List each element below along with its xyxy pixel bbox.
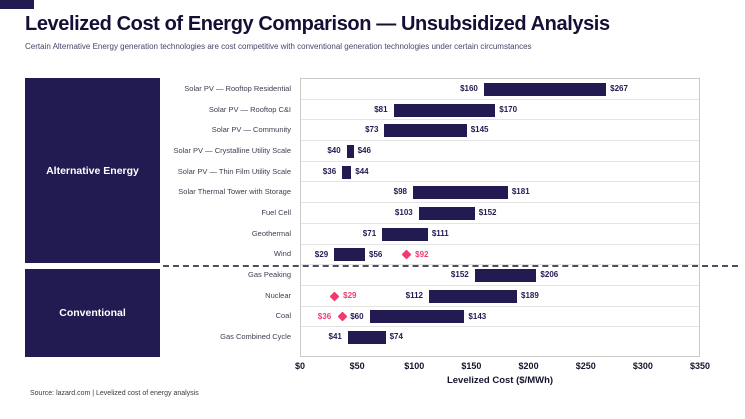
high-value-label: $152 (478, 208, 497, 218)
plot-row: $71 $111 (301, 224, 699, 245)
marker-value-label: $92 (415, 249, 429, 259)
category-label: Solar PV — Thin Film Utility Scale (177, 166, 291, 176)
category-label: Gas Peaking (248, 270, 291, 280)
low-value-label: $29 (314, 249, 329, 259)
low-value-label: $98 (393, 187, 407, 197)
low-value-label: $40 (327, 146, 341, 156)
top-left-accent-bar (0, 0, 34, 9)
plot-row: $152 $206 (301, 265, 699, 286)
range-bar[interactable] (474, 269, 537, 283)
range-bar[interactable] (369, 310, 465, 324)
low-value-label: $60 (350, 311, 364, 321)
range-bar[interactable] (413, 186, 508, 200)
high-value-label: $74 (389, 332, 403, 342)
x-tick-label: $150 (461, 361, 482, 371)
high-value-label: $170 (499, 104, 518, 114)
marker-value-label: $36 (317, 311, 332, 321)
plot-row: $98 $181 (301, 182, 699, 204)
range-bar[interactable] (418, 206, 475, 220)
group-box-alternative-energy: Alternative Energy (25, 78, 160, 263)
plot-row: $36 $44 (301, 162, 699, 183)
high-value-label: $189 (521, 290, 539, 300)
category-label: Fuel Cell (261, 207, 291, 217)
category-labels-column: Solar PV — Rooftop Residential Solar PV —… (160, 78, 297, 347)
page-title: Levelized Cost of Energy Comparison — Un… (25, 13, 610, 35)
plot-row: $73 $145 (301, 120, 699, 142)
high-value-label: $46 (357, 146, 371, 156)
category-label: Solar PV — Community (211, 125, 291, 135)
plot-row: $60 $143 $36 (301, 307, 699, 328)
group-box-conventional: Conventional (25, 269, 160, 357)
category-label: Gas Combined Cycle (220, 332, 291, 342)
plot-row: $41 $74 (301, 327, 699, 348)
category-label: Nuclear (265, 290, 291, 300)
x-tick-label: $250 (575, 361, 596, 371)
category-label: Geothermal (251, 228, 291, 238)
category-label: Wind (273, 249, 291, 259)
x-tick-label: $50 (349, 361, 365, 371)
x-tick-label: $200 (518, 361, 539, 371)
low-value-label: $103 (394, 208, 413, 218)
high-value-label: $145 (470, 125, 489, 135)
category-label: Solar Thermal Tower with Storage (178, 187, 291, 197)
x-axis-ticks: $0 $50 $100 $150 $200 $250 $300 $350 (295, 361, 710, 373)
low-value-label: $112 (405, 290, 423, 300)
marker-diamond-icon[interactable] (337, 312, 348, 322)
high-value-label: $111 (431, 228, 449, 238)
range-bar[interactable] (382, 227, 428, 241)
range-bar[interactable] (342, 165, 352, 179)
low-value-label: $160 (460, 84, 478, 93)
plot-row: $112 $189 $29 (301, 286, 699, 307)
source-note: Source: lazard.com | Levelized cost of e… (30, 390, 199, 397)
high-value-label: $181 (511, 187, 530, 197)
range-bar[interactable] (429, 289, 517, 303)
range-bar[interactable] (483, 82, 607, 96)
range-bar[interactable] (334, 248, 365, 262)
low-value-label: $41 (328, 332, 342, 342)
category-label: Solar PV — Crystalline Utility Scale (173, 145, 291, 155)
high-value-label: $267 (610, 84, 628, 93)
range-bar[interactable] (346, 144, 354, 158)
x-tick-label: $0 (294, 361, 305, 371)
plot-row: $40 $46 (301, 141, 699, 162)
high-value-label: $44 (355, 166, 369, 176)
plot-row: $81 $170 (301, 100, 699, 121)
plot-area: $160 $267 $81 $170 $73 $145 $40 $46 $36 $44 $98 $18… (300, 78, 700, 357)
high-value-label: $56 (369, 249, 383, 259)
high-value-label: $206 (540, 270, 559, 280)
marker-diamond-icon[interactable] (329, 291, 340, 302)
low-value-label: $81 (374, 104, 388, 114)
page-subtitle: Certain Alternative Energy generation te… (25, 42, 532, 51)
group-label-alternative-energy: Alternative Energy (46, 164, 139, 177)
plot-row: $160 $267 (301, 79, 699, 100)
x-tick-label: $100 (404, 361, 425, 371)
group-label-conventional: Conventional (59, 307, 126, 319)
low-value-label: $152 (450, 270, 469, 280)
plot-rows: $160 $267 $81 $170 $73 $145 $40 $46 $36 $44 $98 $18… (301, 79, 699, 348)
category-label: Coal (275, 311, 291, 321)
category-label: Solar PV — Rooftop Residential (184, 83, 291, 93)
low-value-label: $36 (322, 166, 337, 176)
x-tick-label: $300 (632, 361, 653, 371)
low-value-label: $73 (365, 125, 379, 135)
plot-row: $29 $56 $92 (301, 245, 699, 266)
x-axis-title: Levelized Cost ($/MWh) (446, 375, 554, 386)
marker-value-label: $29 (343, 290, 357, 300)
category-label: Solar PV — Rooftop C&I (208, 104, 291, 114)
group-divider-dashed-line (163, 265, 738, 267)
low-value-label: $71 (362, 228, 377, 238)
high-value-label: $143 (468, 311, 487, 321)
marker-diamond-icon[interactable] (401, 249, 412, 260)
range-bar[interactable] (384, 124, 467, 138)
range-bar[interactable] (347, 331, 386, 345)
plot-row: $103 $152 (301, 203, 699, 224)
x-tick-label: $350 (689, 361, 711, 371)
range-bar[interactable] (393, 103, 496, 117)
